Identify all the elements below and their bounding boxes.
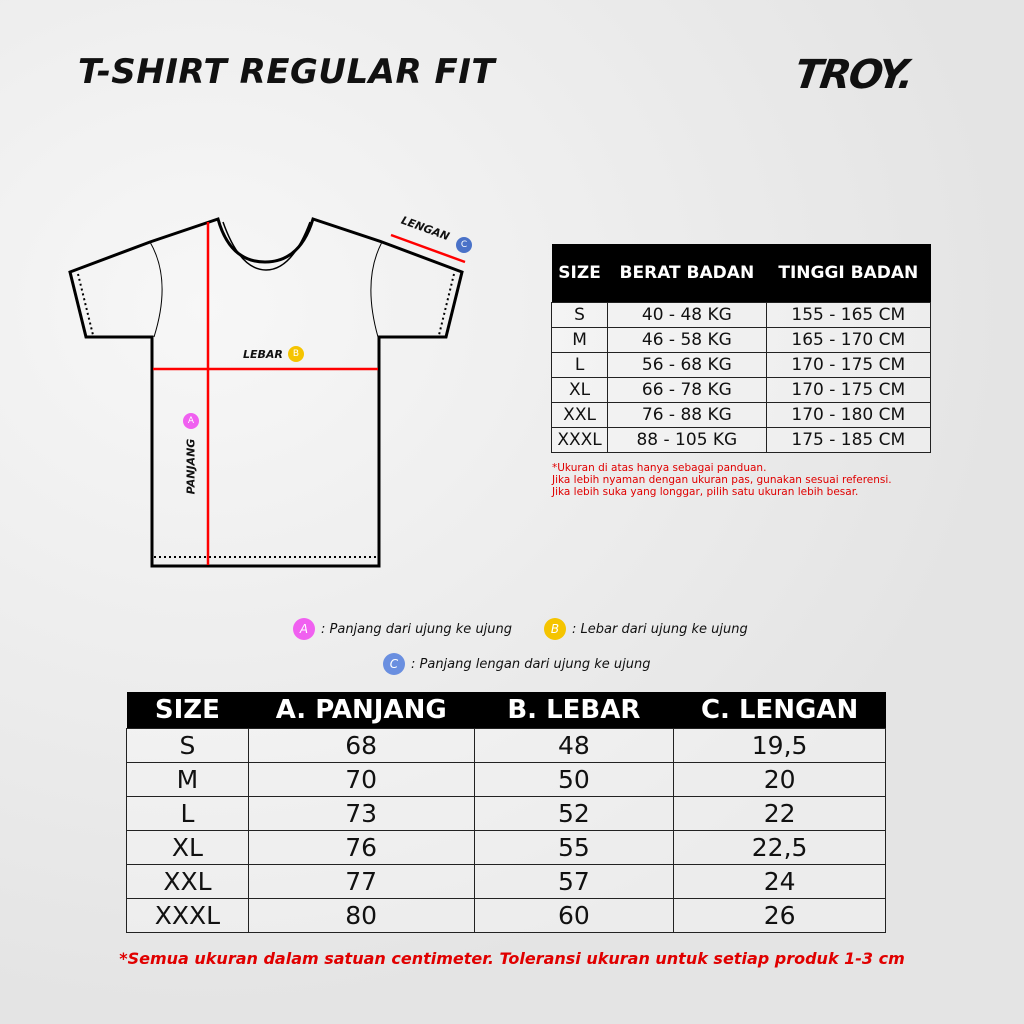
table-cell: 19,5 [673, 727, 886, 763]
table-cell: XXXL [550, 426, 609, 453]
table-cell: 73 [247, 795, 475, 831]
table-cell: 60 [473, 897, 675, 933]
table-row: XXL 77 57 24 [126, 863, 886, 899]
table-row: XXL 76 - 88 KG 170 - 180 CM [550, 401, 932, 428]
table-cell: S [126, 727, 249, 763]
garment-size-table: SIZE A. PANJANG B. LEBAR C. LENGAN S 68 48 19,… [126, 692, 886, 933]
table-row: L 56 - 68 KG 170 - 175 CM [550, 351, 932, 378]
lebar-label: LEBAR [243, 348, 283, 361]
badge-b: B [288, 346, 304, 362]
table-row: M 70 50 20 [126, 761, 886, 797]
table-cell: 170 - 180 CM [765, 401, 932, 428]
table-cell: M [550, 326, 609, 353]
header-cell: TINGGI BADAN [766, 244, 931, 302]
table-row: XL 66 - 78 KG 170 - 175 CM [550, 376, 932, 403]
table-row: M 46 - 58 KG 165 - 170 CM [550, 326, 932, 353]
table-row: L 73 52 22 [126, 795, 886, 831]
table-cell: L [550, 351, 609, 378]
lengan-line [390, 233, 466, 264]
header-cell: A. PANJANG [248, 692, 475, 728]
table-cell: 88 - 105 KG [607, 426, 767, 453]
badge-a: A [183, 413, 199, 429]
note-line: Jika lebih suka yang longgar, pilih satu… [552, 486, 859, 498]
table-cell: XL [126, 829, 249, 865]
legend-text: : Panjang lengan dari ujung ke ujung [411, 656, 651, 672]
table-cell: 55 [473, 829, 675, 865]
collar [222, 221, 311, 271]
table-cell: 80 [247, 897, 475, 933]
badge-a: A [293, 618, 315, 640]
table-cell: 52 [473, 795, 675, 831]
table-row: S 68 48 19,5 [126, 727, 886, 763]
table-cell: 70 [247, 761, 475, 797]
table-cell: 26 [673, 897, 886, 933]
table-cell: 48 [473, 727, 675, 763]
table-cell: 57 [473, 863, 675, 899]
badge-c: C [456, 237, 472, 253]
header-cell: C. LENGAN [673, 692, 886, 728]
table-cell: M [126, 761, 249, 797]
table-cell: 170 - 175 CM [765, 351, 932, 378]
table-cell: 66 - 78 KG [607, 376, 767, 403]
footnote: *Semua ukuran dalam satuan centimeter. T… [119, 949, 905, 968]
legend-b: B : Lebar dari ujung ke ujung [544, 618, 748, 640]
header-cell: B. LEBAR [474, 692, 674, 728]
panjang-label: PANJANG [184, 438, 198, 495]
body-table-notes: *Ukuran di atas hanya sebagai panduan. J… [552, 462, 892, 498]
table-cell: 155 - 165 CM [765, 301, 932, 328]
table-cell: XXL [550, 401, 609, 428]
tshirt-outline [68, 217, 464, 568]
page-title: T-SHIRT REGULAR FIT [78, 52, 496, 92]
table-cell: 40 - 48 KG [607, 301, 767, 328]
header-cell: BERAT BADAN [607, 244, 767, 302]
note-line: Jika lebih nyaman dengan ukuran pas, gun… [552, 474, 892, 486]
armhole-right [370, 241, 383, 338]
legend-c: C : Panjang lengan dari ujung ke ujung [383, 653, 650, 675]
badge-c: C [383, 653, 405, 675]
table-row: XXXL 88 - 105 KG 175 - 185 CM [550, 426, 932, 453]
table-cell: 170 - 175 CM [765, 376, 932, 403]
table-cell: 68 [247, 727, 475, 763]
table-row: XL 76 55 22,5 [126, 829, 886, 865]
badge-b: B [544, 618, 566, 640]
legend-text: : Lebar dari ujung ke ujung [572, 621, 748, 637]
table-cell: 22,5 [673, 829, 886, 865]
table-cell: 76 - 88 KG [607, 401, 767, 428]
table-cell: XL [550, 376, 609, 403]
header-cell: SIZE [126, 692, 249, 728]
table-cell: 46 - 58 KG [607, 326, 767, 353]
legend-a: A : Panjang dari ujung ke ujung [293, 618, 512, 640]
armhole-left [149, 241, 163, 338]
table-row: XXXL 80 60 26 [126, 897, 886, 933]
header-cell: SIZE [551, 244, 608, 302]
table-cell: 56 - 68 KG [607, 351, 767, 378]
table-cell: XXL [126, 863, 249, 899]
table-cell: XXXL [126, 897, 249, 933]
table-cell: 76 [247, 829, 475, 865]
table-cell: S [550, 301, 609, 328]
table-cell: 77 [247, 863, 475, 899]
legend-text: : Panjang dari ujung ke ujung [321, 621, 513, 637]
table-cell: 175 - 185 CM [765, 426, 932, 453]
table-cell: 24 [673, 863, 886, 899]
table-cell: 50 [473, 761, 675, 797]
table-cell: L [126, 795, 249, 831]
table-cell: 22 [673, 795, 886, 831]
table-cell: 165 - 170 CM [765, 326, 932, 353]
table-row: S 40 - 48 KG 155 - 165 CM [550, 301, 932, 328]
body-size-table: SIZE BERAT BADAN TINGGI BADAN S 40 - 48 KG 1… [550, 244, 932, 453]
table-cell: 20 [673, 761, 886, 797]
note-line: *Ukuran di atas hanya sebagai panduan. [552, 462, 767, 474]
